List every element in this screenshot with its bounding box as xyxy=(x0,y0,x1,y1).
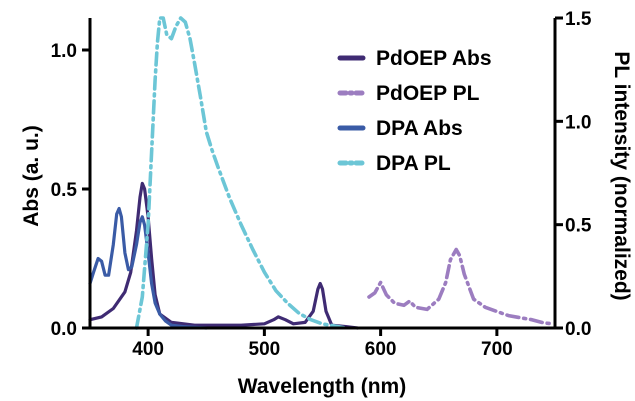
legend: PdOEP Abs PdOEP PL DPA Abs DPA PL xyxy=(337,47,492,175)
legend-label-dpa-pl: DPA PL xyxy=(376,152,451,175)
left-y-tick-label: 0.0 xyxy=(51,319,77,340)
legend-label-dpa-abs: DPA Abs xyxy=(376,117,463,140)
series-line-pdoep-pl xyxy=(367,247,555,326)
legend-label-pdoep-abs: PdOEP Abs xyxy=(376,47,492,70)
series-layer xyxy=(88,16,555,330)
right-y-tick-label: 1.0 xyxy=(565,112,591,133)
right-y-tick-label: 0.5 xyxy=(565,216,592,237)
series-line-dpa-abs xyxy=(88,206,208,330)
x-tick-label: 400 xyxy=(132,339,164,360)
left-y-tick-label: 1.0 xyxy=(51,41,77,62)
x-tick-label: 500 xyxy=(249,339,281,360)
ticks-layer: 400 500 600 700 0.0 0.5 1.0 0.0 0.5 1.0 1.5 xyxy=(51,9,592,360)
right-y-axis-title: PL intensity (normalized) xyxy=(610,51,633,300)
axes-layer xyxy=(88,18,557,330)
right-y-tick-label: 1.5 xyxy=(565,9,592,30)
series-line-dpa-pl xyxy=(134,16,348,330)
left-y-tick-label: 0.5 xyxy=(51,180,78,201)
legend-label-pdoep-pl: PdOEP PL xyxy=(376,82,480,105)
x-tick-label: 700 xyxy=(481,339,513,360)
right-y-tick-label: 0.0 xyxy=(565,319,591,340)
x-axis-title: Wavelength (nm) xyxy=(238,375,406,398)
x-tick-label: 600 xyxy=(365,339,397,360)
left-y-axis-title: Abs (a. u.) xyxy=(20,125,43,227)
series-line-pdoep-abs xyxy=(88,181,359,330)
